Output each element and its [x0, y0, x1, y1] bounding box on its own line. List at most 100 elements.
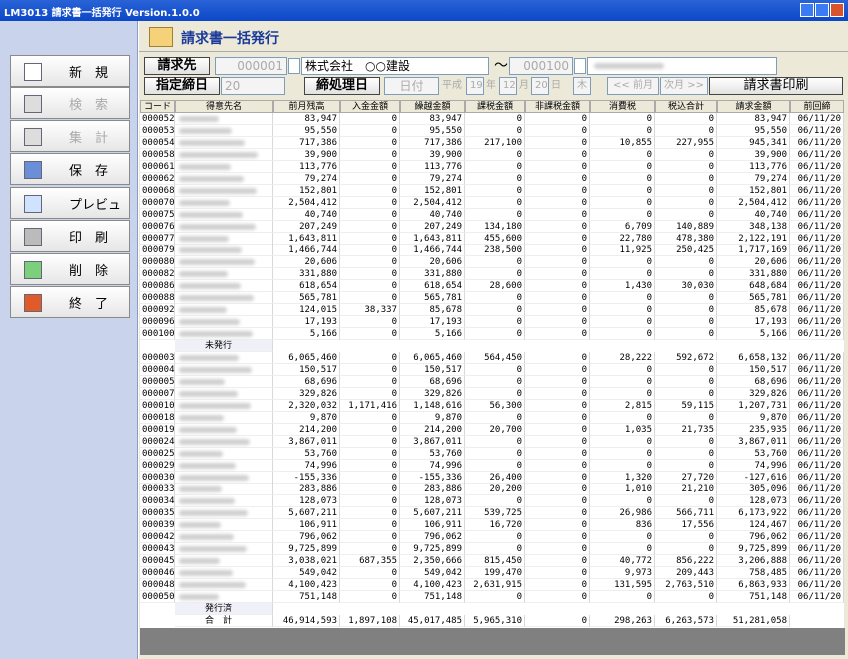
amount-cell: 53,760 [717, 447, 790, 460]
minimize[interactable] [800, 3, 814, 17]
sidebar-button[interactable]: プレビュ [10, 187, 130, 219]
amount-cell: 16,720 [465, 519, 525, 532]
code-cell: 000052 [140, 113, 175, 125]
sidebar-button[interactable]: 印 刷 [10, 220, 130, 252]
amount-cell: 0 [525, 507, 590, 520]
amount-cell: 0 [525, 495, 590, 508]
date-cell: 06/11/20 [790, 543, 844, 556]
code-cell: 000088 [140, 292, 175, 305]
name-cell [175, 411, 273, 424]
date-cell: 06/11/20 [790, 232, 844, 245]
amount-cell: 1,717,169 [717, 244, 790, 257]
closing-day-label[interactable]: 指定締日 [144, 77, 220, 95]
amount-cell: 0 [525, 567, 590, 580]
sidebar-button[interactable]: 削 除 [10, 253, 130, 285]
amount-cell: 9,725,899 [400, 543, 465, 556]
amount-cell: 2,504,412 [400, 196, 465, 209]
amount-cell: 0 [655, 256, 717, 269]
year[interactable]: 19 [466, 77, 484, 95]
close[interactable] [830, 3, 844, 17]
print-button[interactable]: 請求書印刷 [709, 77, 843, 95]
amount-cell: 1,010 [590, 483, 655, 496]
amount-cell: 106,911 [273, 519, 340, 532]
amount-cell: 0 [590, 124, 655, 137]
amount-cell: 283,886 [400, 483, 465, 496]
amount-cell: 40,772 [590, 555, 655, 568]
grid: コード 得意先名 前月残高 入金金額 繰越金額 課税金額 非課税金額 消費税 税込合計 請求金額前… [140, 100, 844, 628]
sidebar-button[interactable]: 新 規 [10, 55, 130, 87]
amount-cell: 0 [525, 423, 590, 436]
amount-cell: 1,643,811 [400, 232, 465, 245]
name-cell [175, 304, 273, 317]
amount-cell: 0 [590, 543, 655, 556]
amount-cell: 0 [655, 196, 717, 209]
total-cell: 46,914,593 [273, 614, 340, 627]
sidebar-button[interactable]: 終 了 [10, 286, 130, 318]
month[interactable]: 12 [499, 77, 517, 95]
amount-cell: 6,173,922 [717, 507, 790, 520]
amount-cell: 0 [340, 244, 400, 257]
sidebar-button[interactable]: 検 索 [10, 87, 130, 119]
amount-cell: 134,180 [465, 220, 525, 233]
sidebar-button[interactable]: 保 存 [10, 153, 130, 185]
code-cell: 000029 [140, 459, 175, 472]
prev-month[interactable]: << 前月 [607, 77, 659, 95]
amount-cell: 6,065,460 [273, 352, 340, 364]
amount-cell: 53,760 [273, 447, 340, 460]
billing-label[interactable]: 請求先 [144, 57, 210, 75]
sidebar-button[interactable]: 集 計 [10, 120, 130, 152]
date-cell: 06/11/20 [790, 423, 844, 436]
amount-cell: 21,210 [655, 483, 717, 496]
day[interactable]: 20 [531, 77, 549, 95]
name-cell [175, 136, 273, 149]
amount-cell: 3,867,011 [273, 435, 340, 448]
from-name[interactable]: 株式会社 ○○建設 [301, 57, 489, 75]
year-unit: 年 [486, 80, 496, 91]
amount-cell: 214,200 [273, 423, 340, 436]
amount-cell: 0 [340, 184, 400, 197]
next-month[interactable]: 次月 >> [660, 77, 708, 95]
to-code[interactable]: 000100 [509, 57, 573, 75]
from-code[interactable]: 000001 [215, 57, 287, 75]
name-cell [175, 208, 273, 221]
closing-day[interactable]: 20 [221, 77, 285, 95]
name-cell [175, 280, 273, 293]
amount-cell: 0 [525, 268, 590, 281]
blurred-name [179, 546, 247, 553]
code-cell: 000058 [140, 148, 175, 161]
date-cell: 06/11/20 [790, 483, 844, 496]
amount-cell: 39,900 [400, 148, 465, 161]
process-date-label[interactable]: 締処理日 [304, 77, 380, 95]
date-cell: 06/11/20 [790, 160, 844, 173]
total-cell: 51,281,058 [717, 614, 790, 627]
amount-cell: 0 [590, 196, 655, 209]
amount-cell: 4,100,423 [273, 579, 340, 592]
from-lookup[interactable] [288, 58, 300, 74]
amount-cell: 0 [525, 208, 590, 221]
amount-cell: 40,740 [273, 208, 340, 221]
amount-cell: 26,400 [465, 471, 525, 484]
button-label: 保 存 [69, 163, 109, 179]
amount-cell: 0 [525, 579, 590, 592]
to-lookup[interactable] [574, 58, 586, 74]
amount-cell: 0 [655, 208, 717, 221]
amount-cell: 2,122,191 [717, 232, 790, 245]
code-cell: 000075 [140, 208, 175, 221]
amount-cell: 0 [525, 447, 590, 460]
amount-cell: 0 [340, 363, 400, 376]
button-icon [24, 195, 42, 213]
amount-cell: 79,274 [400, 172, 465, 185]
date-cell: 06/11/20 [790, 352, 844, 364]
amount-cell: 329,826 [400, 387, 465, 400]
title-bar: LM3013 請求書一括発行 Version.1.0.0 [0, 0, 848, 21]
amount-cell: 0 [340, 375, 400, 388]
amount-cell: 0 [465, 447, 525, 460]
name-cell [175, 292, 273, 305]
name-cell [175, 531, 273, 544]
amount-cell: 0 [525, 113, 590, 125]
to-name[interactable] [587, 57, 777, 75]
maximize[interactable] [815, 3, 829, 17]
button-label: プレビュ [69, 197, 122, 213]
blurred-name [179, 259, 255, 266]
